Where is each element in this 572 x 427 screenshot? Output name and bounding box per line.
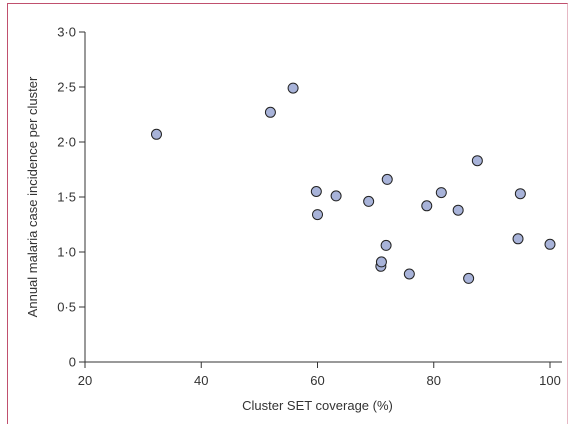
y-tick-label: 1·5 [57, 190, 76, 205]
data-point [380, 239, 392, 251]
data-point [312, 209, 323, 221]
x-axis-title: Cluster SET coverage (%) [242, 398, 393, 413]
y-tick-label: 2·0 [57, 135, 76, 150]
data-point [150, 128, 162, 140]
data-point [363, 195, 375, 207]
y-axis-title: Annual malaria case incidence per cluste… [25, 76, 40, 317]
y-tick-label: 3·0 [57, 25, 76, 40]
data-point [512, 233, 524, 245]
data-point [452, 204, 464, 216]
y-tick-label: 1·0 [57, 245, 76, 260]
data-point [330, 190, 342, 202]
data-point [471, 155, 483, 167]
x-tick-label: 60 [310, 373, 324, 388]
x-tick-label: 80 [427, 373, 441, 388]
x-tick-label: 40 [194, 373, 208, 388]
data-point [381, 173, 393, 185]
x-tick-label: 100 [539, 373, 561, 388]
y-tick-label: 2·5 [57, 80, 76, 95]
data-point [544, 238, 556, 250]
data-point [463, 272, 475, 284]
y-tick-label: 0·5 [57, 300, 76, 315]
figure-frame [7, 3, 568, 424]
data-point [421, 200, 433, 212]
data-point [264, 106, 276, 118]
data-point [310, 186, 322, 197]
x-tick-label: 20 [78, 373, 92, 388]
data-point [435, 187, 447, 199]
data-point [287, 82, 299, 94]
data-point [403, 268, 415, 280]
data-point [514, 188, 526, 200]
y-tick-label: 0 [69, 355, 76, 370]
data-point [375, 256, 387, 268]
